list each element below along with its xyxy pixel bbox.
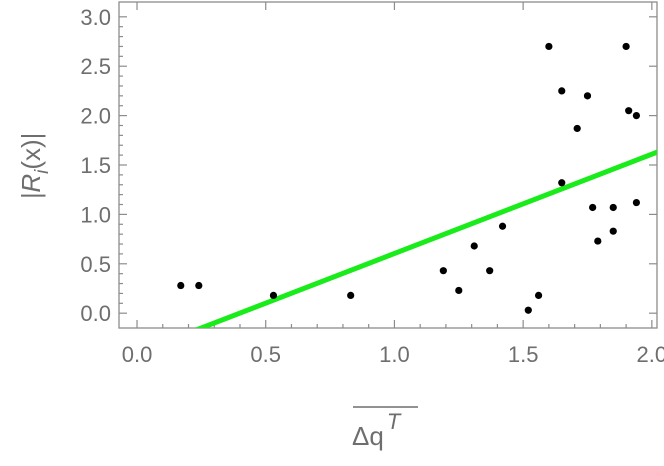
data-point: [347, 291, 355, 299]
svg-text:|Ri(x)|: |Ri(x)|: [16, 133, 53, 200]
x-axis-title-text: Δq: [352, 421, 384, 451]
y-axis-title-tail: (x)|: [16, 133, 46, 170]
data-point: [498, 222, 507, 230]
y-tick-label: 2.0: [80, 104, 111, 129]
x-tick-label: 1.0: [379, 342, 410, 367]
svg-text:ΔqT: Δq T: [352, 409, 402, 451]
x-tick-label: 0.5: [250, 342, 281, 367]
x-tick-label: 0.0: [122, 342, 153, 367]
data-point: [269, 291, 278, 299]
y-tick-label: 0.5: [80, 252, 111, 277]
plot-frame: [118, 1, 658, 329]
data-point: [609, 203, 617, 212]
data-point: [177, 281, 185, 290]
y-tick-label: 3.0: [80, 5, 111, 30]
x-axis-title: Δq T: [352, 406, 418, 451]
data-points: [177, 42, 641, 314]
y-tick-label: 0.0: [80, 301, 111, 326]
y-axis-title-subscript: i: [32, 169, 53, 174]
data-point: [195, 281, 203, 290]
x-axis-title-superscript: T: [387, 409, 402, 434]
x-tick-label: 1.5: [508, 342, 539, 367]
y-axis-title: |Ri(x)|: [16, 133, 53, 200]
y-axis-title-text: |R: [16, 174, 46, 200]
data-point: [534, 291, 543, 299]
fit-line: [194, 149, 657, 328]
data-point: [545, 42, 553, 51]
y-tick-label: 1.0: [80, 202, 111, 227]
data-point: [622, 42, 630, 51]
data-point: [625, 107, 633, 115]
x-axis: 0.0 0.5 1.0 1.5 2.0: [122, 2, 664, 367]
data-point: [632, 112, 641, 120]
data-point: [609, 227, 617, 235]
data-point: [583, 92, 592, 100]
data-point: [439, 267, 447, 275]
data-point: [589, 203, 597, 212]
data-point: [558, 87, 566, 95]
x-tick-label: 2.0: [637, 342, 664, 367]
data-point: [594, 237, 602, 245]
data-point: [573, 124, 581, 133]
y-axis: 0.0 0.5 1.0 1.5 2.0 2.5 3.0: [80, 5, 657, 326]
data-point: [486, 267, 494, 275]
data-point: [470, 242, 478, 250]
y-tick-label: 2.5: [80, 54, 111, 79]
y-tick-label: 1.5: [80, 153, 111, 178]
data-point: [455, 286, 463, 295]
data-point: [558, 179, 566, 187]
data-point: [632, 198, 641, 207]
data-point: [524, 306, 532, 314]
